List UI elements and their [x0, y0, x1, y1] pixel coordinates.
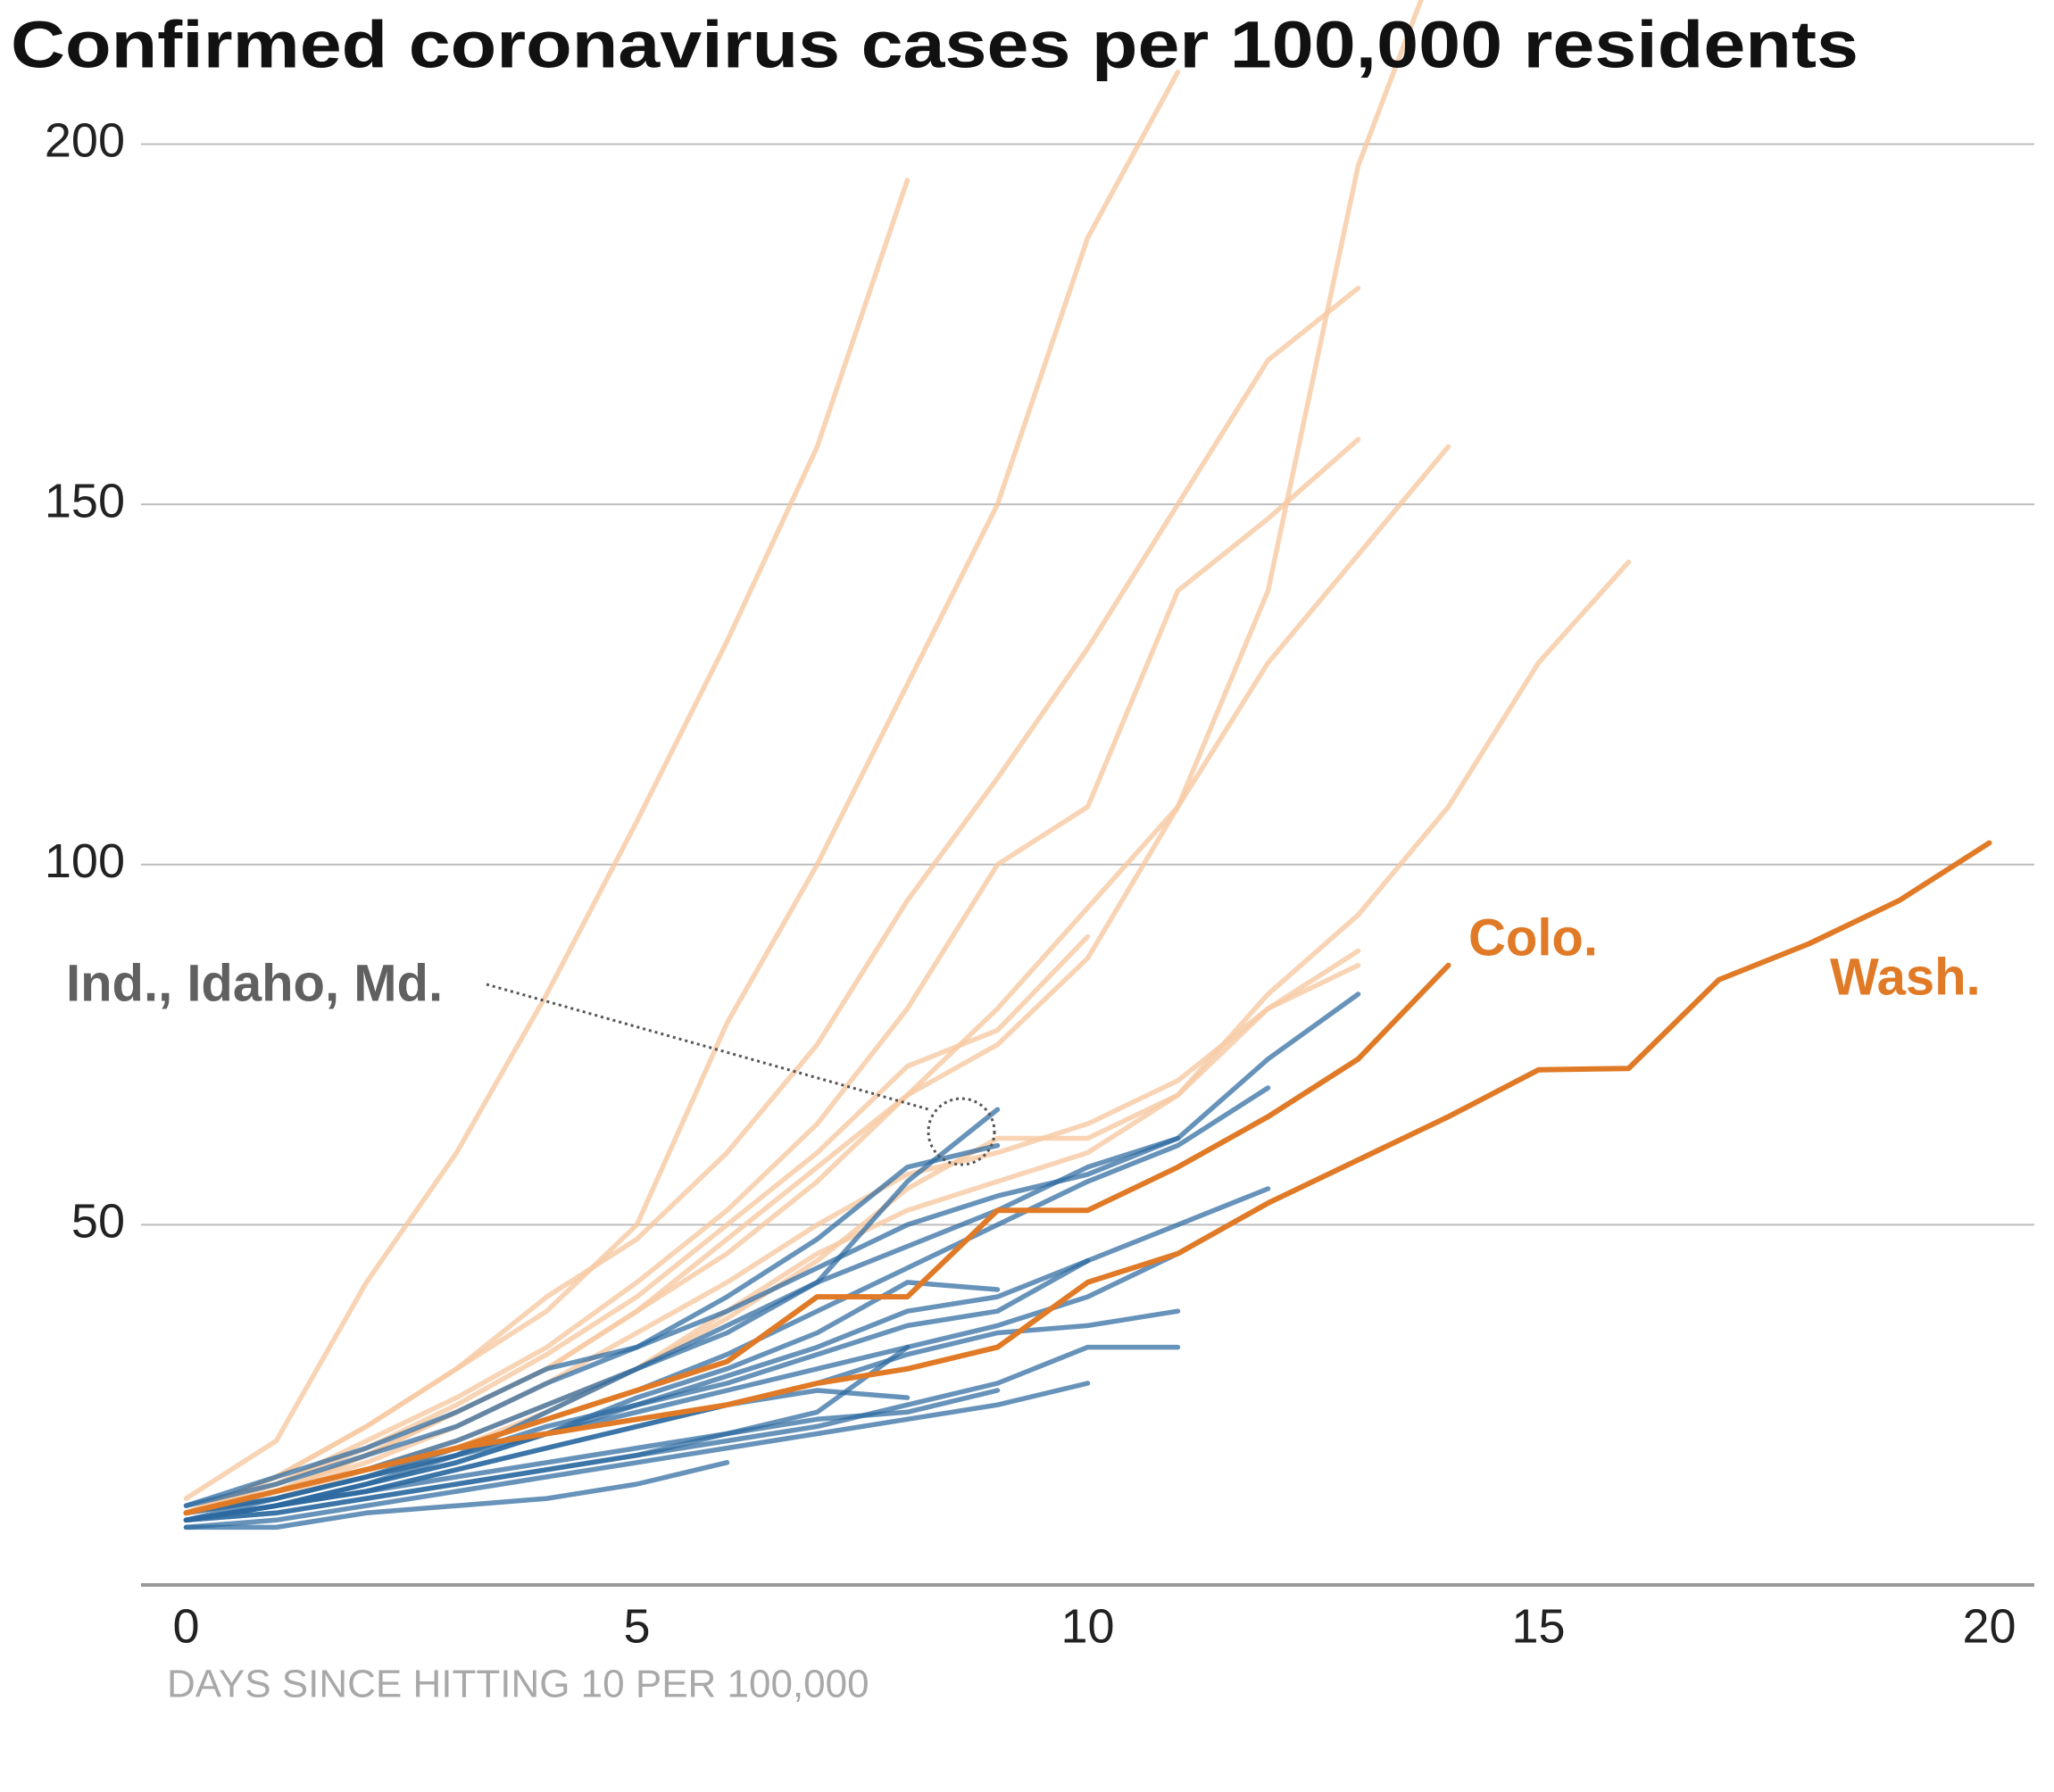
annotation-circle — [927, 1097, 996, 1166]
series-line — [183, 444, 1451, 1516]
series-line — [183, 948, 1361, 1516]
series-label: Wash. — [1830, 948, 1981, 1006]
highlight-line — [183, 840, 1992, 1516]
x-tick-label: 10 — [1060, 1599, 1114, 1653]
chart-title: Confirmed coronavirus cases per 100,000 … — [11, 8, 1859, 82]
y-tick-label: 50 — [71, 1195, 125, 1249]
series-line — [183, 1381, 1091, 1531]
series-line — [183, 1460, 730, 1531]
annotation-line — [486, 983, 929, 1111]
series-line — [183, 0, 1424, 1516]
grid — [141, 143, 2034, 1587]
y-tick-label: 200 — [45, 114, 125, 168]
series-line — [183, 1257, 1091, 1523]
series-line — [183, 1344, 911, 1523]
y-tick-label: 150 — [45, 474, 125, 527]
series-line — [183, 1142, 1001, 1508]
lines — [183, 0, 1992, 1531]
series-line — [183, 178, 911, 1501]
annotation: Ind., Idaho, Md. — [66, 954, 443, 1012]
x-tick-label: 5 — [623, 1599, 650, 1653]
x-tick-label: 20 — [1962, 1599, 2016, 1653]
x-axis-label: DAYS SINCE HITTING 10 PER 100,000 — [167, 1663, 869, 1706]
series-line — [183, 1107, 1001, 1516]
series-label: Colo. — [1468, 908, 1598, 967]
series-line — [183, 286, 1361, 1516]
series-line — [183, 1388, 911, 1523]
x-tick-label: 0 — [172, 1599, 199, 1653]
series-line — [183, 436, 1361, 1516]
y-tick-label: 100 — [45, 834, 125, 888]
series-line — [183, 69, 1181, 1516]
x-tick-label: 15 — [1511, 1599, 1565, 1653]
